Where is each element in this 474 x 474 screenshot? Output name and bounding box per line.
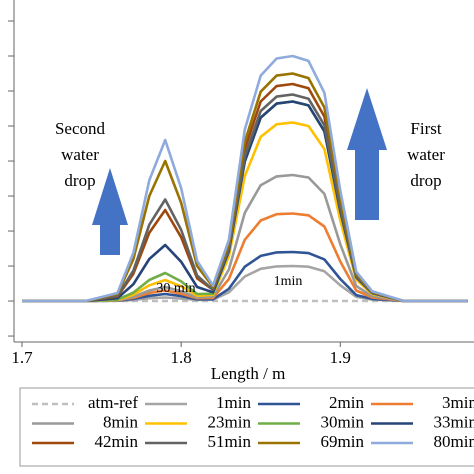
annotation: drop bbox=[410, 171, 441, 190]
annotation: 1min bbox=[274, 274, 303, 289]
annotation: 30 min bbox=[156, 281, 195, 296]
legend-label: 1min bbox=[216, 393, 251, 412]
legend-box bbox=[19, 387, 474, 467]
legend-label: atm-ref bbox=[88, 393, 138, 412]
legend-label: 2min bbox=[329, 393, 364, 412]
annotation: drop bbox=[64, 171, 95, 190]
right-arrow bbox=[347, 88, 387, 220]
legend-label: 30min bbox=[321, 412, 365, 431]
legend-label: 69min bbox=[321, 432, 365, 451]
annotation: First bbox=[410, 119, 441, 138]
series-line bbox=[22, 54, 468, 303]
x-tick-label: 1.7 bbox=[11, 348, 33, 367]
annotation: water bbox=[407, 145, 445, 164]
legend-label: 33min bbox=[434, 412, 474, 431]
annotation: Second bbox=[55, 119, 106, 138]
legend-label: 80min bbox=[434, 432, 474, 451]
legend-label: 42min bbox=[95, 432, 139, 451]
legend-label: 23min bbox=[208, 412, 252, 431]
series-line bbox=[22, 121, 468, 303]
x-tick-label: 1.9 bbox=[330, 348, 351, 367]
left-arrow bbox=[92, 168, 128, 255]
legend-label: 51min bbox=[208, 432, 252, 451]
x-tick-label: 1.8 bbox=[171, 348, 192, 367]
legend-label: 8min bbox=[103, 412, 138, 431]
x-axis-label: Length / m bbox=[211, 364, 286, 383]
series-line bbox=[22, 173, 468, 303]
annotation: water bbox=[61, 145, 99, 164]
legend-label: 3min bbox=[442, 393, 474, 412]
